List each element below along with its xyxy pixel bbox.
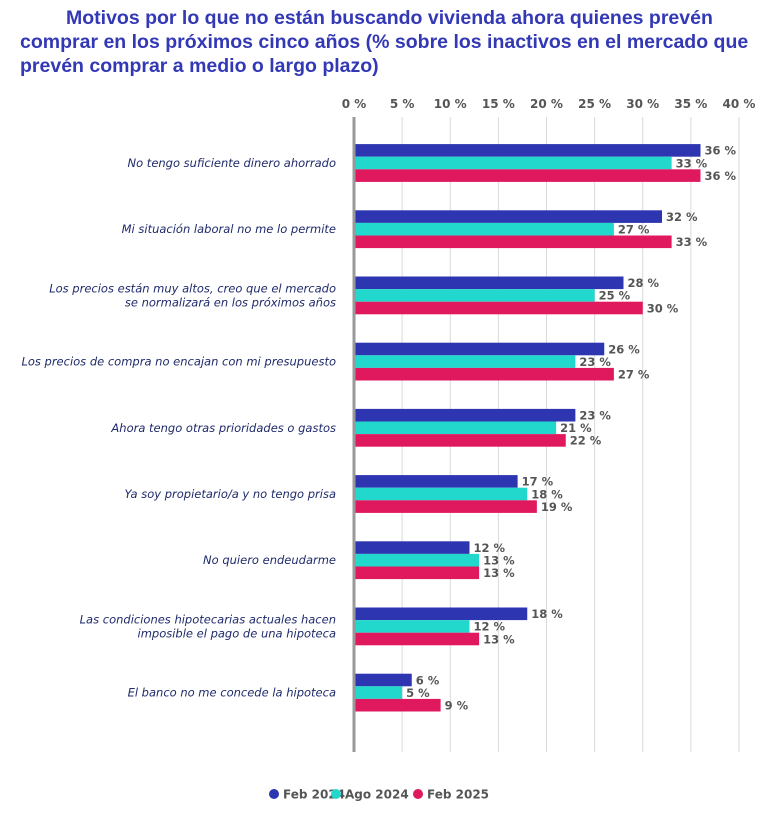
bar [354, 632, 480, 646]
bar [354, 553, 480, 567]
x-tick-label: 15 % [482, 97, 515, 111]
bar [354, 301, 643, 315]
legend-label: Feb 2024 [283, 788, 345, 802]
bar [354, 698, 441, 712]
data-label: 13 % [483, 566, 515, 580]
bar [354, 169, 701, 182]
bar [354, 434, 566, 447]
data-label: 17 % [522, 475, 554, 489]
data-label: 18 % [531, 487, 563, 501]
x-tick-label: 40 % [723, 97, 756, 111]
data-label: 18 % [531, 607, 563, 621]
bar [354, 408, 576, 422]
x-tick-label: 30 % [626, 97, 659, 111]
bar [354, 607, 528, 621]
category-label: El banco no me concede la hipoteca [128, 686, 336, 700]
data-label: 19 % [541, 500, 573, 514]
data-label: 12 % [474, 541, 506, 555]
bar [354, 620, 470, 633]
category-label: Ya soy propietario/a y no tengo prisa [125, 487, 336, 501]
x-tick-label: 10 % [434, 97, 467, 111]
x-tick-label: 25 % [578, 97, 611, 111]
bar [354, 235, 672, 249]
bar [354, 367, 614, 381]
x-tick-label: 0 % [342, 97, 367, 111]
data-label: 13 % [483, 632, 515, 646]
data-label: 36 % [705, 169, 737, 183]
bar [354, 541, 470, 554]
data-label: 33 % [676, 235, 708, 249]
bar [354, 566, 480, 580]
bar [354, 475, 518, 488]
bar [354, 156, 672, 170]
bar [354, 342, 605, 356]
legend-swatch [269, 789, 279, 799]
bar [354, 355, 576, 368]
data-label: 13 % [483, 554, 515, 568]
bar [354, 222, 614, 236]
bar [354, 686, 403, 699]
data-label: 12 % [474, 620, 506, 634]
category-label: Las condiciones hipotecarias actuales ha… [80, 612, 336, 626]
data-label: 25 % [599, 289, 631, 303]
data-label: 5 % [406, 686, 430, 700]
data-label: 33 % [676, 156, 708, 170]
bar [354, 210, 662, 223]
bar [354, 673, 412, 687]
category-label: Mi situación laboral no me lo permite [122, 222, 336, 236]
data-label: 27 % [618, 223, 650, 237]
bar [354, 500, 537, 513]
data-label: 32 % [666, 210, 698, 224]
category-label: No tengo suficiente dinero ahorrado [128, 156, 336, 170]
x-tick-label: 20 % [530, 97, 563, 111]
category-label: No quiero endeudarme [203, 553, 336, 567]
data-label: 6 % [416, 673, 440, 687]
x-tick-label: 5 % [390, 97, 415, 111]
bar [354, 487, 528, 501]
bar [354, 276, 624, 290]
data-label: 9 % [445, 699, 469, 713]
data-label: 36 % [705, 144, 737, 158]
legend-label: Feb 2025 [427, 788, 489, 802]
category-label: Los precios están muy altos, creo que el… [49, 281, 336, 295]
data-label: 23 % [579, 355, 611, 369]
bar [354, 421, 557, 435]
data-label: 23 % [579, 409, 611, 423]
category-label: se normalizará en los próximos años [125, 295, 336, 309]
data-label: 21 % [560, 421, 592, 435]
category-label: imposible el pago de una hipoteca [138, 626, 337, 640]
bar [354, 289, 595, 302]
category-label: Ahora tengo otras prioridades o gastos [110, 421, 336, 435]
data-label: 30 % [647, 301, 679, 315]
data-label: 22 % [570, 434, 602, 448]
legend-swatch [331, 789, 341, 799]
data-label: 28 % [628, 276, 660, 290]
data-label: 26 % [608, 342, 640, 356]
legend-swatch [413, 789, 423, 799]
data-label: 27 % [618, 368, 650, 382]
category-label: Los precios de compra no encajan con mi … [21, 355, 336, 369]
legend-label: Ago 2024 [345, 788, 409, 802]
chart-title: Motivos por lo que no están buscando viv… [20, 7, 749, 77]
x-tick-label: 35 % [674, 97, 707, 111]
bar [354, 144, 701, 157]
